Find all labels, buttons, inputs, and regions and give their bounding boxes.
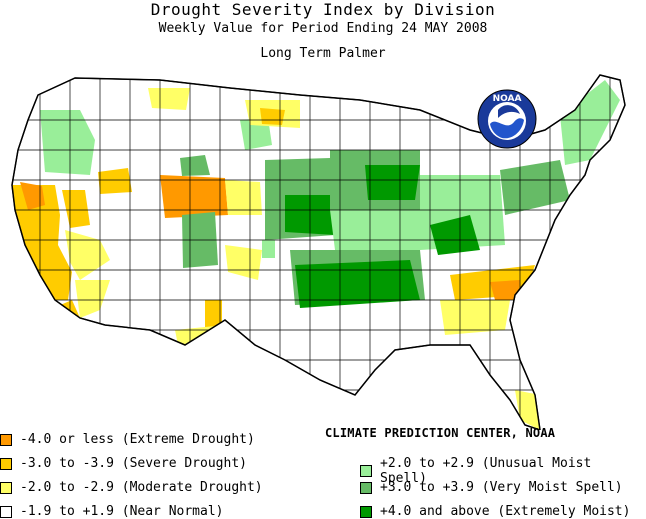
region-carolina-extreme xyxy=(490,280,520,300)
region-new-england-moist xyxy=(560,80,620,165)
legend-swatch xyxy=(360,465,372,477)
region-wyoming-moderate xyxy=(225,180,262,215)
legend-label: +4.0 and above (Extremely Moist) xyxy=(380,504,631,519)
region-pacific-nw-moist xyxy=(40,110,95,175)
legend-swatch xyxy=(360,481,372,494)
region-new-mexico-severe xyxy=(205,300,222,345)
region-montana-moist xyxy=(240,118,272,150)
region-ca-north-extreme xyxy=(20,182,45,210)
legend-swatch xyxy=(0,481,12,494)
credit-text: CLIMATE PREDICTION CENTER, NOAA xyxy=(325,426,556,440)
legend-label: +3.0 to +3.9 (Very Moist Spell) xyxy=(380,480,623,495)
region-appalachian-very-moist xyxy=(500,160,570,215)
legend-item-severe-drought: -3.0 to -3.9 (Severe Drought) xyxy=(0,456,247,471)
region-north-dakota-severe xyxy=(260,108,285,125)
legend-swatch xyxy=(360,505,372,518)
region-nevada-moderate xyxy=(65,230,110,280)
region-kansas-west-moist xyxy=(262,240,275,258)
index-name: Long Term Palmer xyxy=(260,46,386,61)
region-new-mexico-moderate xyxy=(175,325,228,355)
region-colorado-moderate xyxy=(225,245,262,280)
legend-item-near-normal: -1.9 to +1.9 (Near Normal) xyxy=(0,504,224,519)
legend-item-extremely-moist: +4.0 and above (Extremely Moist) xyxy=(360,504,630,519)
map-subtitle: Weekly Value for Period Ending 24 MAY 20… xyxy=(158,21,488,36)
legend-label: -1.9 to +1.9 (Near Normal) xyxy=(20,504,224,519)
us-division-map xyxy=(11,74,626,430)
noaa-logo: NOAA xyxy=(477,89,537,149)
region-california-severe xyxy=(12,185,72,300)
legend-item-unusual-moist: +2.0 to +2.9 (Unusual Moist Spell) xyxy=(360,456,646,486)
legend-item-extreme-drought: -4.0 or less (Extreme Drought) xyxy=(0,432,255,447)
division-boundaries xyxy=(12,75,625,430)
region-kentucky-extreme-moist xyxy=(430,215,480,255)
legend-item-moderate-drought: -2.0 to -2.9 (Moderate Drought) xyxy=(0,480,263,495)
legend-label: -3.0 to -3.9 (Severe Drought) xyxy=(20,456,247,471)
region-texas-west-moderate xyxy=(225,345,265,390)
legend-swatch xyxy=(0,505,12,518)
region-iowa-extreme-moist xyxy=(365,165,420,200)
legend-label: +2.0 to +2.9 (Unusual Moist Spell) xyxy=(380,456,592,486)
legend-swatch xyxy=(0,457,12,470)
region-socal-moderate xyxy=(75,280,110,318)
legend-label: -2.0 to -2.9 (Moderate Drought) xyxy=(20,480,263,495)
region-ozark-extreme-moist xyxy=(295,260,420,308)
region-missouri-moist xyxy=(330,210,420,250)
legend-label: -4.0 or less (Extreme Drought) xyxy=(20,432,255,447)
legend-item-very-moist: +3.0 to +3.9 (Very Moist Spell) xyxy=(360,480,623,495)
noaa-logo-text: NOAA xyxy=(493,94,522,104)
region-idaho-severe xyxy=(98,168,132,194)
region-wyoming-very-moist xyxy=(180,155,210,176)
region-wyoming-extreme xyxy=(160,175,228,218)
region-nevada-severe xyxy=(62,190,90,228)
legend-swatch xyxy=(0,433,12,446)
region-georgia-moderate xyxy=(440,300,510,335)
map-title: Drought Severity Index by Division xyxy=(150,0,496,19)
region-montana-moderate xyxy=(148,88,190,110)
